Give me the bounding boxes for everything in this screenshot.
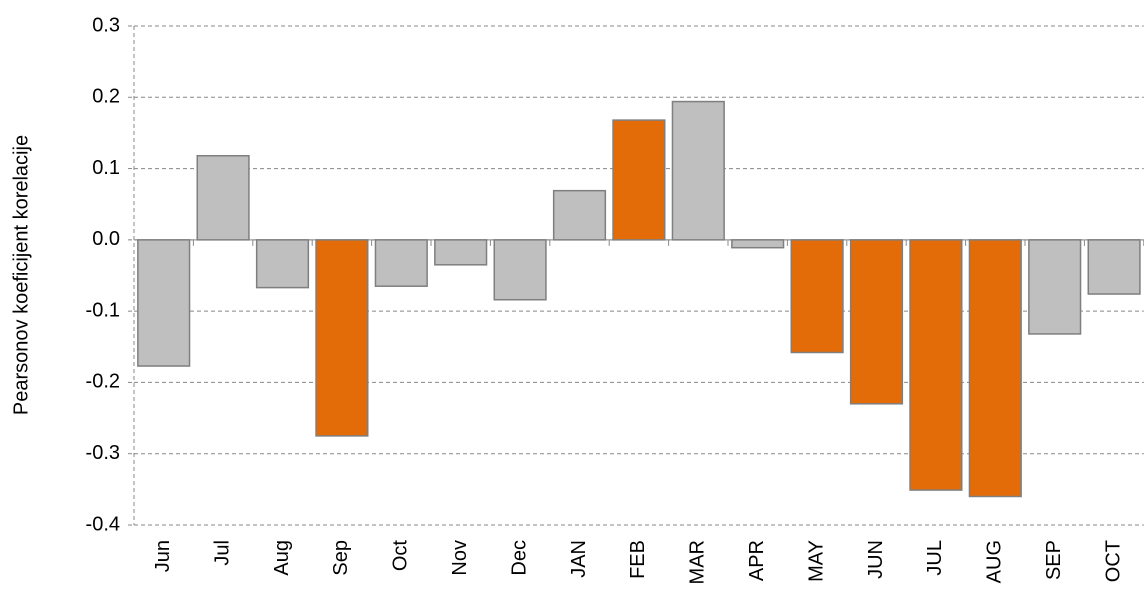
bar [849, 239, 904, 405]
x-tick-label: Jul [211, 540, 233, 566]
bar [968, 239, 1022, 498]
x-tick-label: MAY [805, 540, 827, 582]
bar [671, 100, 725, 241]
x-tick-label: JUL [924, 540, 946, 576]
bar [434, 239, 488, 266]
bar [374, 239, 428, 287]
bar [493, 239, 547, 301]
bar [1028, 239, 1082, 335]
x-tick-label: Aug [271, 540, 293, 576]
x-tick-label: FEB [627, 540, 649, 579]
x-tick-label: Oct [390, 540, 412, 572]
x-tick-label: APR [746, 540, 768, 581]
x-tick-label: Sep [330, 540, 352, 576]
y-tick-label: -0.3 [86, 442, 120, 464]
y-tick-label: 0.3 [92, 14, 120, 36]
x-tick-label: OCT [1102, 540, 1124, 582]
bar [612, 119, 666, 241]
x-tick-label: Jun [152, 540, 174, 572]
x-tick-label: Dec [508, 540, 530, 576]
y-tick-label: 0.1 [92, 157, 120, 179]
x-tick-label: Nov [449, 540, 471, 576]
x-tick-label: SEP [1043, 540, 1065, 580]
y-axis-label: Pearsonov koeficijent korelacije [10, 135, 32, 415]
x-tick-label: JUN [865, 540, 887, 579]
x-tick-label: MAR [687, 540, 709, 584]
y-tick-label: 0.0 [92, 228, 120, 250]
y-tick-label: -0.2 [86, 371, 120, 393]
bar [790, 239, 844, 354]
bar [552, 189, 607, 241]
bar [909, 239, 963, 491]
bar [1087, 239, 1141, 295]
bar [196, 154, 250, 241]
bar [731, 239, 785, 249]
x-tick-label: AUG [984, 540, 1006, 583]
y-tick-label: -0.4 [86, 513, 120, 535]
x-tick-label: JAN [568, 540, 590, 578]
y-tick-label: -0.1 [86, 299, 120, 321]
bar [315, 239, 369, 437]
y-tick-label: 0.2 [92, 86, 120, 108]
bar [137, 239, 191, 367]
bar [255, 239, 310, 289]
